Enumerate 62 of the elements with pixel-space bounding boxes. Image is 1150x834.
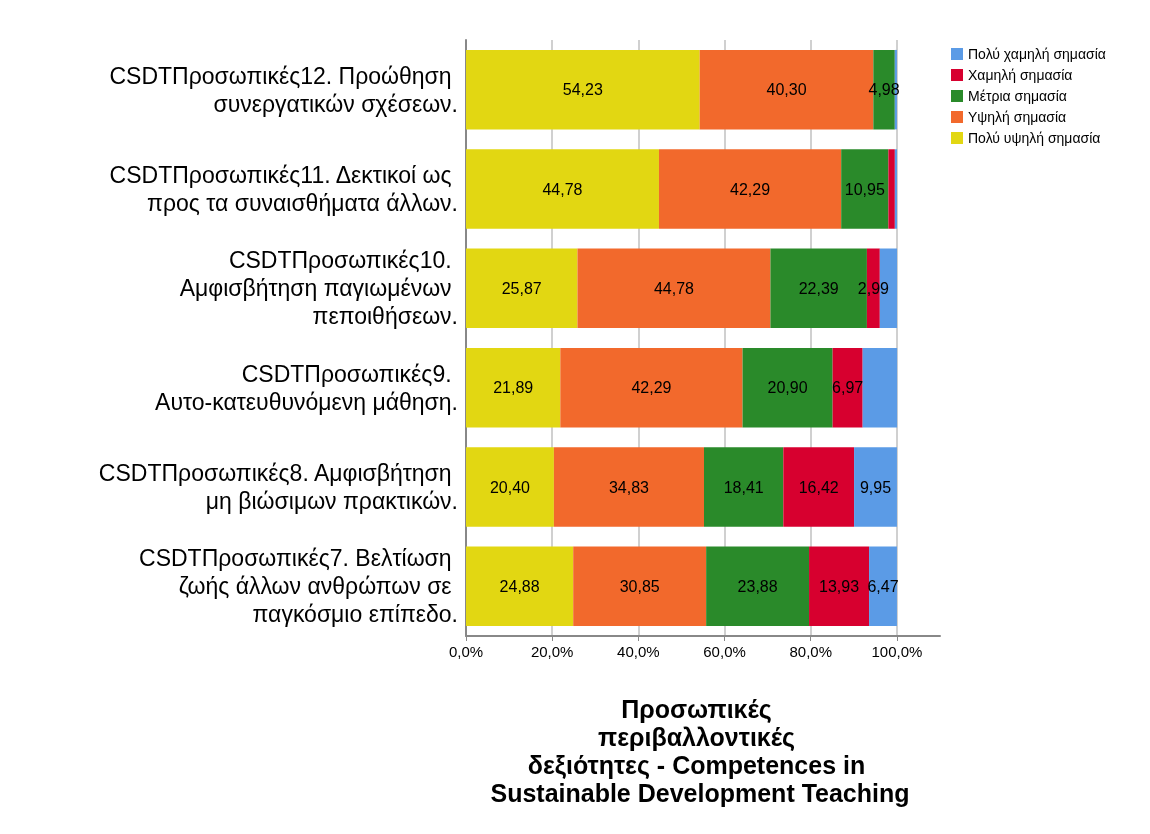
bar bbox=[466, 49, 700, 130]
legend-label: Πολύ χαμηλή σημασία bbox=[968, 46, 1106, 62]
data-label: 9,95 bbox=[859, 478, 892, 496]
y-tick-label: CSDTΠροσωπικές8. Αμφισβήτηση μη βιώσιμων πρακτικών. bbox=[98, 460, 458, 514]
bar bbox=[466, 248, 578, 329]
data-label: 20,40 bbox=[489, 478, 531, 496]
data-label: 2,99 bbox=[857, 279, 890, 297]
data-label: 25,87 bbox=[501, 279, 542, 297]
y-tick-label: CSDTΠροσωπικές7. Βελτίωση ζωής άλλων ανθρώπων σε παγκόσμιο επίπεδο. bbox=[139, 545, 458, 628]
data-label: 23,88 bbox=[737, 577, 778, 595]
bar bbox=[577, 248, 771, 329]
data-label: 21,89 bbox=[493, 379, 534, 397]
data-label: 16,42 bbox=[798, 478, 839, 496]
x-axis-title: Προσωπικές περιβαλλοντικές δεξιότητες - Competences in Sustainable Development Teaching bbox=[490, 695, 910, 807]
legend-label: Χαμηλή σημασία bbox=[968, 67, 1073, 83]
bar bbox=[703, 447, 784, 527]
data-label: 40,30 bbox=[766, 81, 807, 99]
legend-label: Πολύ υψηλή σημασία bbox=[968, 130, 1101, 146]
y-tick-label: CSDTΠροσωπικές10. Αμφισβήτηση παγιωμένων πεποιθήσεων. bbox=[179, 247, 458, 330]
x-tick-label: 40,0% bbox=[617, 643, 660, 660]
bar bbox=[560, 347, 743, 428]
y-tick-label: CSDTΠροσωπικές11. Δεκτικοί ως προς τα συναισθήματα άλλων. bbox=[109, 162, 458, 216]
bar bbox=[862, 347, 898, 428]
data-label: 6,97 bbox=[832, 379, 864, 397]
x-tick-label: 100,0% bbox=[871, 643, 923, 660]
x-tick-label: 20,0% bbox=[530, 643, 574, 660]
data-label: 42,29 bbox=[631, 379, 672, 397]
bar bbox=[854, 447, 897, 527]
data-label: 20,90 bbox=[767, 379, 808, 397]
bar bbox=[658, 149, 842, 229]
data-label: 30,85 bbox=[619, 577, 660, 595]
bar bbox=[466, 447, 554, 527]
x-tick-label: 80,0% bbox=[789, 643, 832, 660]
bar bbox=[832, 347, 863, 428]
data-label: 44,78 bbox=[653, 279, 695, 297]
x-tick-label: 60,0% bbox=[703, 643, 746, 660]
bar bbox=[553, 447, 704, 527]
bar bbox=[573, 546, 707, 627]
data-label: 10,95 bbox=[844, 180, 885, 198]
data-label: 24,88 bbox=[499, 577, 540, 595]
data-label: 54,23 bbox=[562, 81, 603, 99]
bar bbox=[809, 546, 870, 627]
bar bbox=[466, 347, 561, 428]
data-label: 18,41 bbox=[723, 478, 764, 496]
y-tick-label: CSDTΠροσωπικές12. Προώθηση συνεργατικών σχέσεων. bbox=[109, 62, 458, 117]
legend-label: Μέτρια σημασία bbox=[968, 88, 1067, 104]
data-label: 44,78 bbox=[542, 180, 583, 198]
bar bbox=[742, 347, 833, 428]
x-tick-label: 0,0% bbox=[448, 643, 484, 660]
y-tick-label: CSDTΠροσωπικές9. Αυτο-κατευθυνόμενη μάθηση. bbox=[155, 360, 458, 415]
bar bbox=[841, 149, 889, 229]
bar bbox=[706, 546, 810, 627]
legend-label: Υψηλή σημασία bbox=[968, 109, 1067, 125]
bar bbox=[466, 546, 574, 627]
bar bbox=[894, 149, 897, 229]
data-label: 22,39 bbox=[798, 279, 839, 297]
data-label: 34,83 bbox=[608, 478, 650, 496]
bar bbox=[888, 149, 895, 229]
data-label: 42,29 bbox=[730, 180, 771, 198]
bar bbox=[783, 447, 855, 527]
bar bbox=[466, 149, 659, 229]
data-label: 13,93 bbox=[819, 577, 860, 595]
